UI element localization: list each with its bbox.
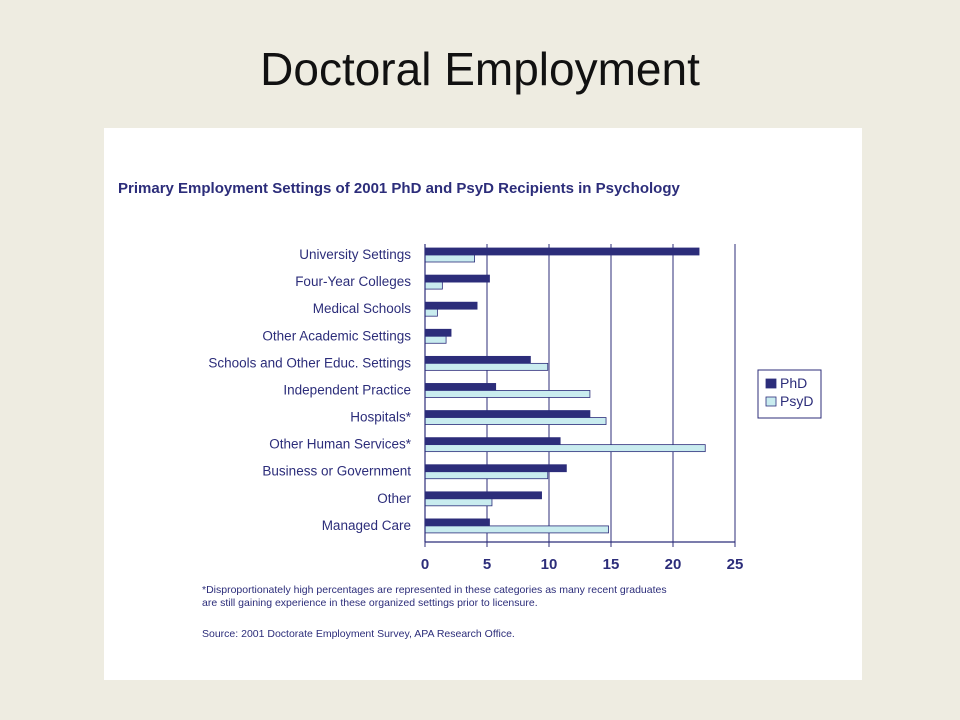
slide-title: Doctoral Employment (260, 43, 700, 95)
legend-label-psyd: PsyD (780, 393, 813, 409)
category-label: Other Human Services* (269, 437, 412, 452)
bar-psyd-6 (424, 390, 591, 398)
bar-psyd-5 (424, 362, 549, 371)
bar-phd-2 (424, 274, 490, 283)
bar-phd-11 (424, 518, 490, 527)
bar-psyd-7 (424, 417, 607, 425)
chart-title: Primary Employment Settings of 2001 PhD … (118, 180, 680, 197)
chart-panel: Primary Employment Settings of 2001 PhD … (104, 128, 862, 680)
chart-source: Source: 2001 Doctorate Employment Survey… (202, 628, 515, 640)
x-tick-label: 0 (421, 556, 429, 573)
bar-phd-8 (424, 437, 561, 446)
bar-psyd-4 (424, 335, 447, 344)
bar-phd-10 (424, 491, 542, 500)
category-label: Four-Year Colleges (295, 274, 411, 289)
category-label: Other Academic Settings (262, 328, 411, 343)
bar-psyd-3 (424, 308, 438, 317)
category-label: Hospitals* (350, 410, 412, 425)
bar-phd-7 (424, 410, 591, 418)
bar-phd-1 (424, 247, 700, 256)
x-tick-label: 25 (727, 556, 744, 573)
legend-swatch-psyd (765, 396, 777, 407)
x-tick-label: 15 (603, 556, 620, 573)
chart-footnote: *Disproportionately high percentages are… (202, 584, 667, 610)
legend-box (757, 369, 822, 419)
category-label: Medical Schools (313, 301, 412, 316)
x-tick-label: 10 (541, 556, 558, 573)
bar-psyd-2 (424, 281, 443, 290)
bar-phd-9 (424, 464, 567, 473)
bar-psyd-8 (424, 444, 706, 453)
x-tick-label: 5 (483, 556, 491, 573)
category-label: Independent Practice (283, 382, 411, 397)
bar-psyd-11 (424, 525, 609, 534)
bar-phd-5 (424, 355, 531, 364)
bar-psyd-10 (424, 498, 493, 507)
category-label: Managed Care (322, 518, 411, 533)
legend-label-phd: PhD (780, 375, 807, 391)
category-label: Business or Government (262, 464, 411, 479)
bar-psyd-9 (424, 471, 549, 480)
category-label: Schools and Other Educ. Settings (208, 355, 411, 370)
bar-phd-6 (424, 383, 497, 391)
bar-phd-3 (424, 301, 478, 310)
legend-swatch-phd (765, 378, 777, 389)
bar-psyd-1 (424, 254, 475, 263)
category-label: Other (377, 491, 411, 506)
x-tick-label: 20 (665, 556, 682, 573)
bar-phd-4 (424, 328, 452, 337)
footnote-line-1: *Disproportionately high percentages are… (202, 584, 667, 596)
footnote-line-2: are still gaining experience in these or… (202, 597, 538, 609)
category-label: University Settings (299, 247, 411, 262)
bar-chart: University Settings Four-Year Colleges Med… (208, 244, 822, 573)
